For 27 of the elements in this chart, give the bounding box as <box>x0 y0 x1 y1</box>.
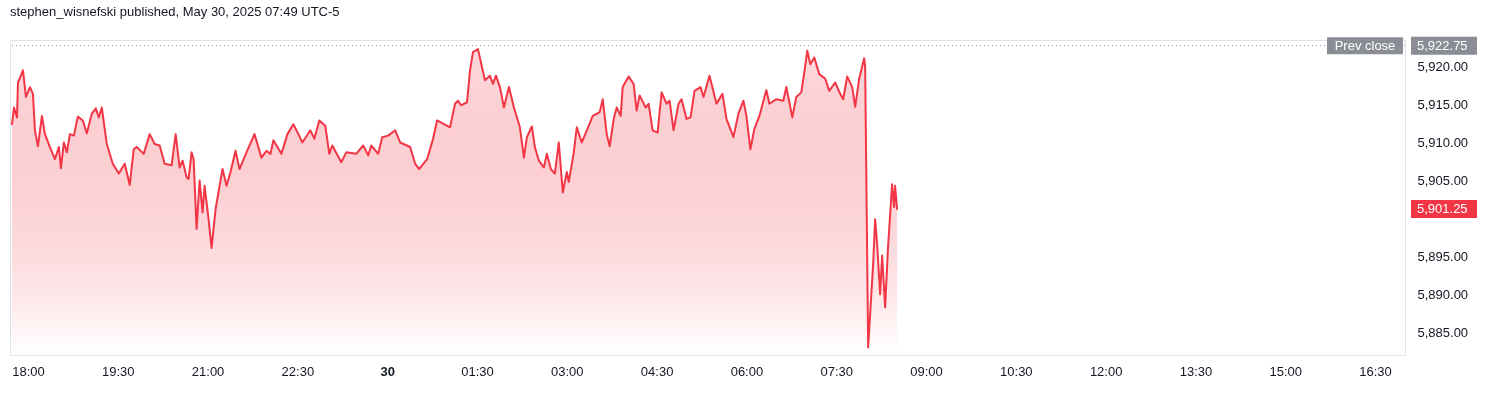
x-tick-label: 21:00 <box>191 363 225 379</box>
x-tick-label: 12:00 <box>1089 363 1123 379</box>
x-tick-label: 09:00 <box>910 363 943 379</box>
x-tick-label: 13:30 <box>1179 363 1213 379</box>
y-tick-label: 5,895.00 <box>1417 248 1469 264</box>
x-tick-label: 22:30 <box>281 363 315 379</box>
y-tick-label: 5,920.00 <box>1417 59 1469 75</box>
x-tick-label: 07:30 <box>820 363 853 379</box>
y-tick-label: 5,901.25 <box>1417 200 1468 216</box>
x-tick-label: 16:30 <box>1359 363 1392 379</box>
y-tick-label: 5,915.00 <box>1417 97 1469 113</box>
chart-title: stephen_wisnefski published, May 30, 2025 07:49 UTC-5 <box>10 3 340 19</box>
x-tick-label: 04:30 <box>640 363 674 379</box>
y-tick-label: 5,885.00 <box>1417 324 1469 340</box>
x-tick-label: 19:30 <box>101 363 135 379</box>
x-tick-label: 18:00 <box>12 363 45 379</box>
y-tick-label: 5,890.00 <box>1417 286 1469 302</box>
y-tick-label: 5,922.75 <box>1417 37 1468 53</box>
x-tick-label: 03:00 <box>551 363 584 379</box>
x-tick-label: 30 <box>380 363 395 379</box>
x-tick-label: 06:00 <box>730 363 764 379</box>
x-tick-label: 15:00 <box>1269 363 1303 379</box>
x-tick-label: 01:30 <box>461 363 494 379</box>
x-tick-label: 10:30 <box>1000 363 1033 379</box>
y-tick-label: 5,910.00 <box>1417 134 1469 150</box>
y-tick-label: 5,905.00 <box>1417 172 1469 188</box>
ref-line-label: Prev close <box>1334 37 1396 53</box>
